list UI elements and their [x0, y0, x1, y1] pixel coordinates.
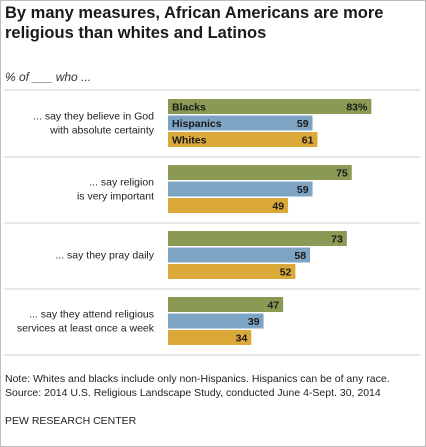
bar-blacks — [168, 165, 352, 180]
bar-blacks — [168, 297, 284, 312]
bar-blacks — [168, 231, 347, 246]
chart-notes: Note: Whites and blacks include only non… — [5, 372, 390, 400]
bar-blacks — [168, 99, 372, 114]
category-label: is very important — [77, 191, 154, 203]
bar-whites — [168, 198, 289, 213]
chart-subtitle: % of ___ who ... — [5, 70, 92, 84]
value-label: 61 — [302, 135, 314, 147]
value-label: 75 — [336, 168, 348, 180]
value-label: 58 — [294, 250, 306, 262]
legend-label: Whites — [172, 135, 207, 147]
legend-label: Hispanics — [172, 118, 222, 130]
bar-whites — [168, 330, 252, 345]
value-label: 73 — [331, 234, 343, 246]
value-label: 47 — [267, 300, 279, 312]
category-label: ... say religion — [89, 177, 154, 189]
category-label: services at least once a week — [17, 323, 155, 335]
category-label: ... say they believe in God — [33, 111, 154, 123]
value-label: 83% — [346, 102, 368, 114]
value-label: 52 — [280, 267, 292, 279]
bar-hispanics — [168, 247, 311, 263]
bar-hispanics — [168, 313, 264, 329]
chart-title: By many measures, African Americans are … — [5, 4, 384, 42]
value-label: 39 — [248, 316, 260, 328]
organization-name: PEW RESEARCH CENTER — [5, 415, 137, 427]
legend-label: Blacks — [172, 102, 206, 114]
bar-hispanics — [168, 115, 313, 131]
source-text: Source: 2014 U.S. Religious Landscape St… — [5, 387, 381, 399]
value-label: 59 — [297, 184, 309, 196]
value-label: 59 — [297, 118, 309, 130]
category-label: with absolute certainty — [49, 125, 155, 137]
value-label: 49 — [272, 201, 284, 213]
bar-whites — [168, 264, 296, 279]
category-label: ... say they attend religious — [29, 309, 154, 321]
category-label: ... say they pray daily — [55, 250, 154, 262]
note-text: Note: Whites and blacks include only non… — [5, 373, 390, 385]
bar-hispanics — [168, 181, 313, 197]
bar-whites — [168, 132, 318, 147]
value-label: 34 — [236, 333, 248, 345]
